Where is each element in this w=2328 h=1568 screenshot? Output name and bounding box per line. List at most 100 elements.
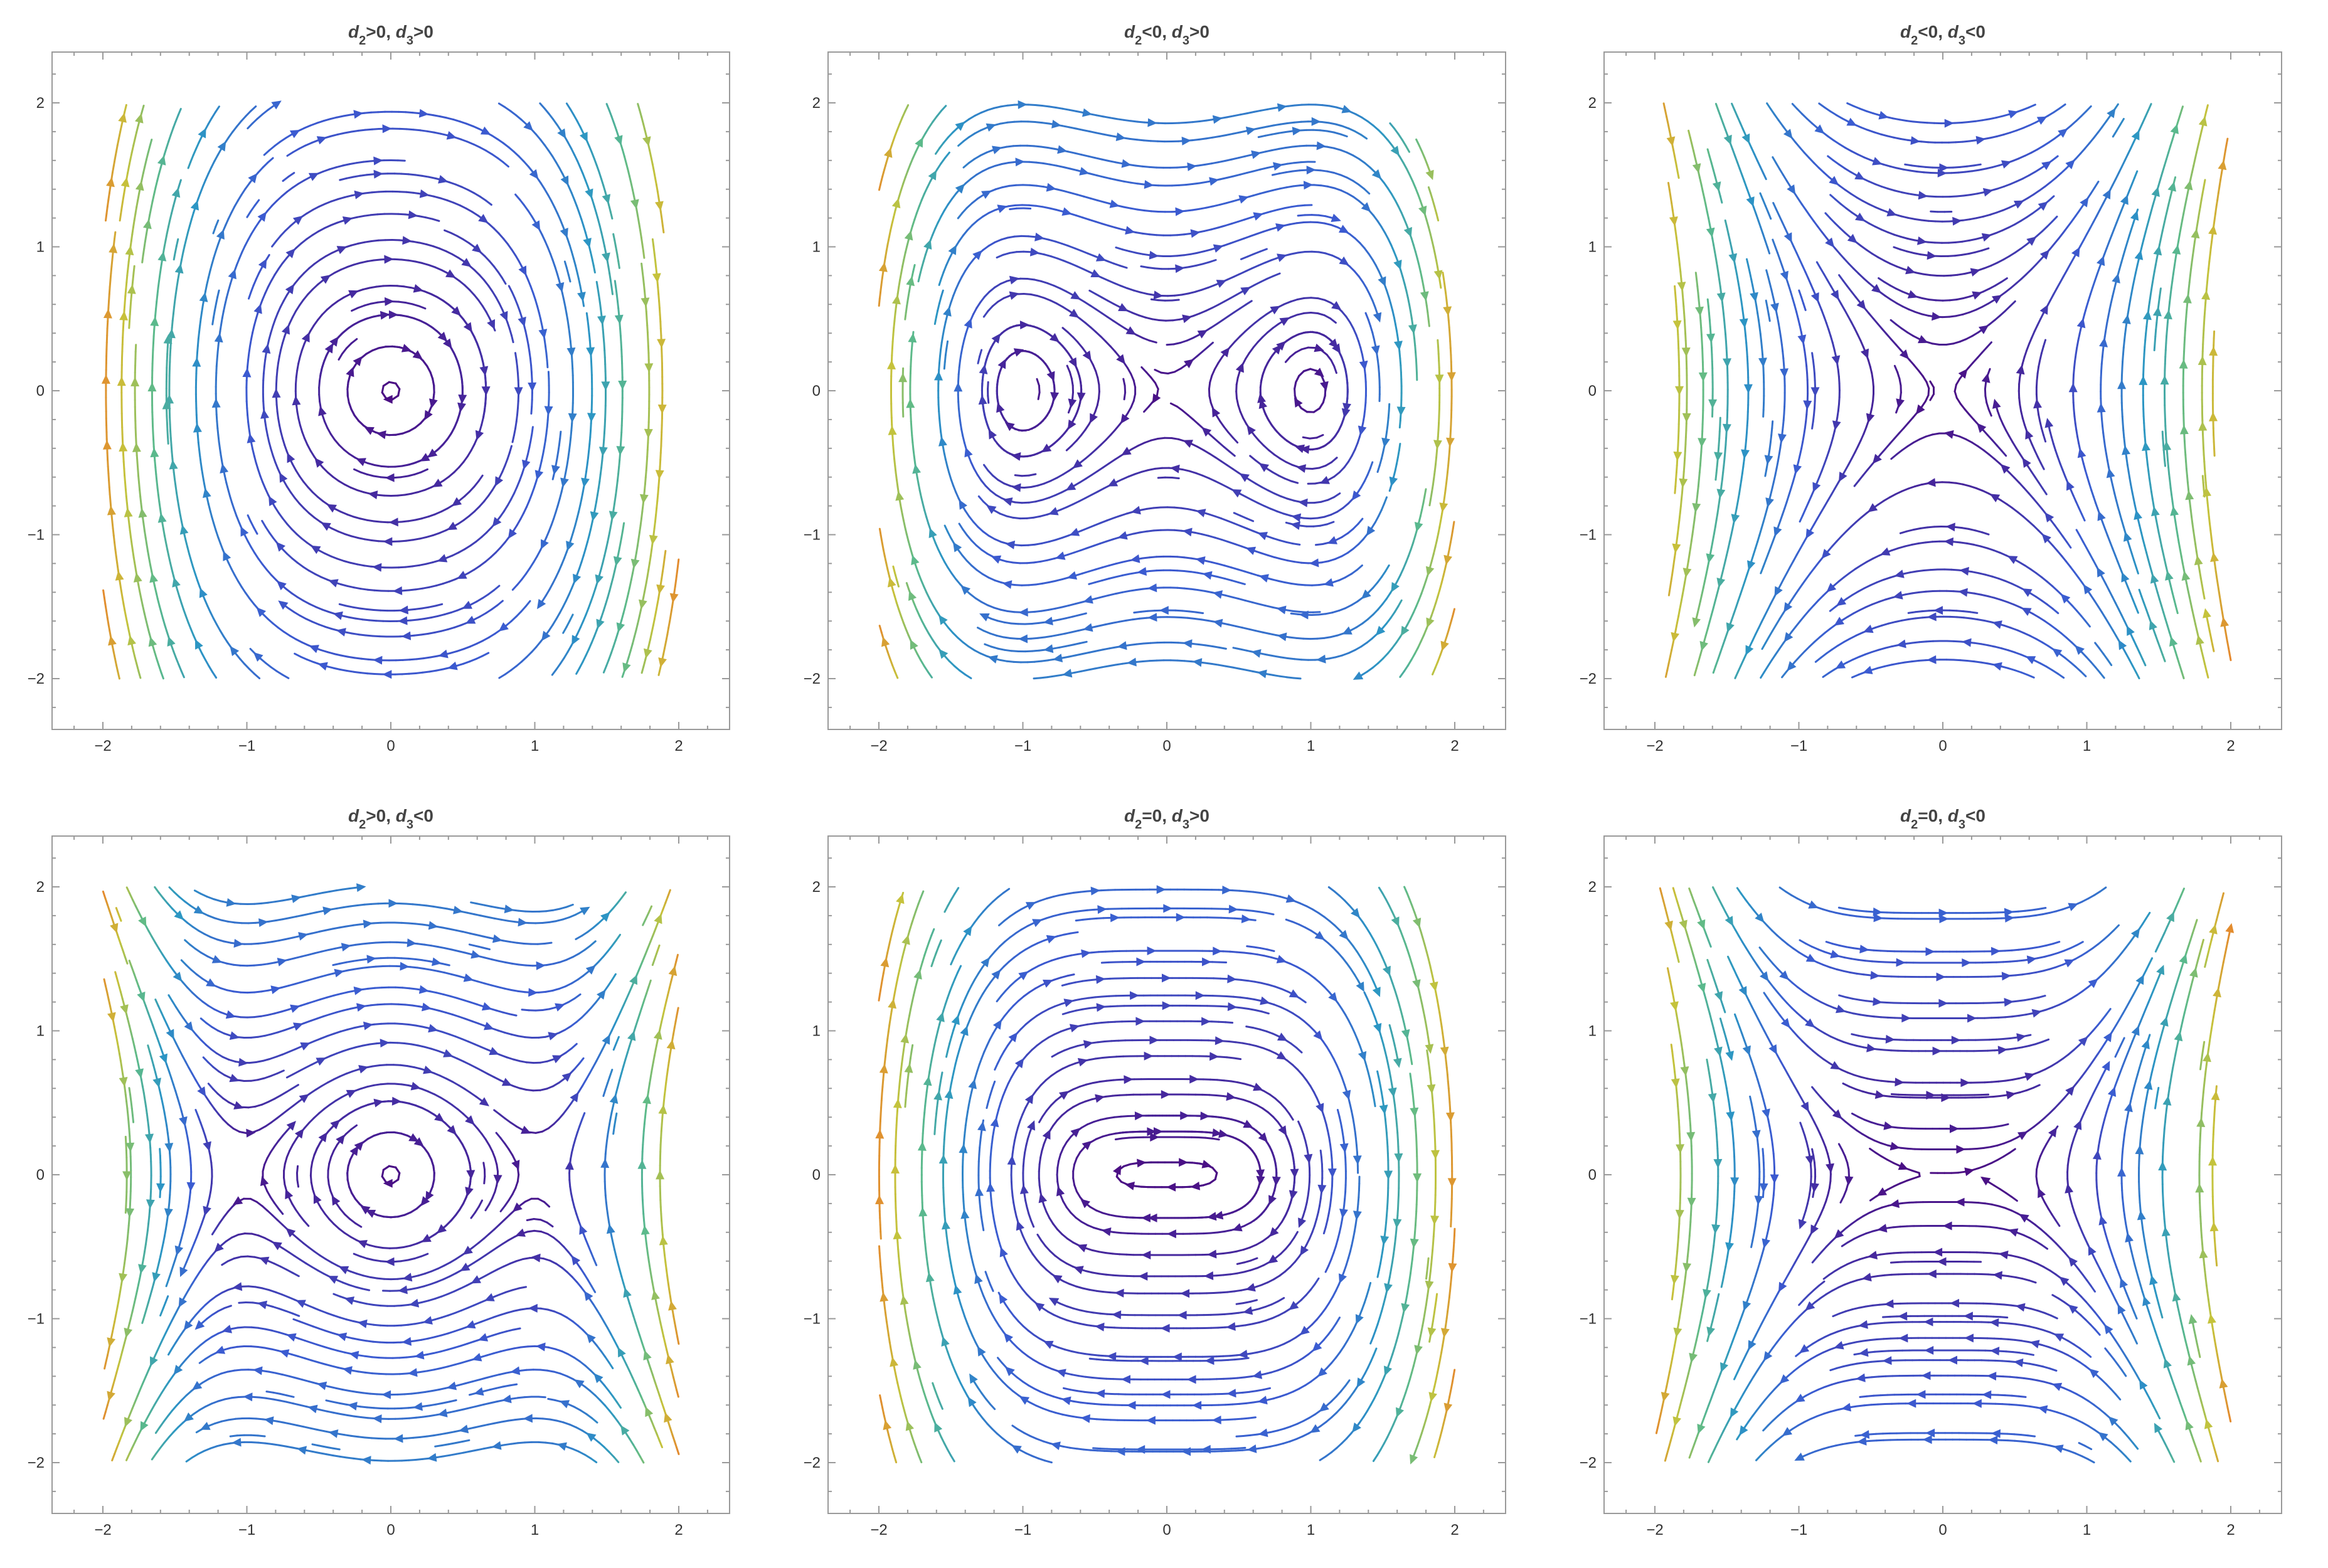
streamline-segment	[1371, 299, 1376, 308]
streamline-segment	[985, 352, 990, 361]
streamline-segment	[247, 352, 250, 361]
streamline-segment	[435, 295, 444, 302]
streamline-segment	[545, 352, 548, 362]
streamline-segment	[427, 513, 437, 518]
streamline-segment	[589, 429, 592, 438]
streamline-segment	[1006, 451, 1015, 457]
streamline-segment	[142, 516, 145, 526]
streamline-segment	[990, 617, 999, 622]
streamline-segment	[471, 211, 479, 217]
streamline-segment	[1284, 477, 1292, 482]
streamline-arrowhead	[385, 473, 395, 482]
streamline-segment	[603, 432, 605, 442]
streamline-segment	[1273, 556, 1282, 560]
streamline-segment	[625, 162, 629, 171]
streamline-segment	[1218, 202, 1228, 206]
streamline-segment	[1221, 539, 1230, 543]
streamline-segment	[1211, 645, 1221, 649]
streamline-segment	[515, 660, 523, 667]
streamline-segment	[1087, 524, 1095, 529]
streamline-segment	[156, 598, 161, 607]
streamline-segment	[349, 486, 358, 491]
streamline-segment	[1191, 208, 1201, 211]
streamline-segment	[1078, 640, 1088, 645]
streamline-segment	[529, 285, 534, 294]
streamline-segment	[1341, 652, 1350, 657]
streamline-segment	[1211, 663, 1220, 666]
streamline-segment	[497, 271, 503, 279]
streamline-segment	[1347, 649, 1356, 654]
streamline-segment	[1095, 132, 1104, 135]
streamline-segment	[1171, 184, 1180, 187]
streamline-segment	[649, 149, 652, 159]
streamline-segment	[898, 499, 902, 508]
streamline-segment	[353, 516, 361, 520]
streamline-segment	[1371, 258, 1377, 267]
streamline-segment	[995, 494, 1003, 499]
streamline-segment	[415, 671, 424, 674]
streamline-arrowhead	[602, 252, 610, 263]
streamline-segment	[166, 346, 169, 355]
streamline-segment	[247, 514, 252, 523]
streamline-segment	[257, 166, 264, 174]
streamline-segment	[579, 166, 584, 175]
streamline-segment	[524, 567, 531, 575]
streamline-segment	[510, 492, 516, 501]
streamline-segment	[1127, 367, 1132, 375]
streamline-segment	[143, 611, 147, 620]
streamline-segment	[539, 460, 543, 469]
streamline-segment	[1065, 290, 1074, 296]
streamline-segment	[987, 469, 994, 477]
streamline-segment	[246, 407, 249, 416]
streamline-segment	[315, 606, 324, 611]
streamline-segment	[571, 251, 575, 260]
streamline-segment	[1297, 214, 1306, 217]
streamline-segment	[573, 114, 578, 122]
streamline-arrowhead	[253, 652, 263, 662]
streamline-segment	[1241, 627, 1250, 630]
streamline-segment	[1093, 522, 1102, 527]
streamline-segment	[591, 199, 595, 208]
streamline-segment	[899, 272, 903, 281]
streamline-segment	[655, 604, 658, 613]
streamline-segment	[295, 376, 297, 386]
streamline-segment	[1176, 405, 1184, 412]
streamline-segment	[215, 358, 218, 368]
streamline-segment	[548, 113, 555, 120]
streamline-segment	[343, 560, 352, 564]
streamline-segment	[414, 517, 423, 521]
streamline-segment	[940, 271, 945, 280]
streamline-segment	[487, 489, 494, 497]
streamline-segment	[178, 506, 181, 515]
streamline-segment	[496, 157, 504, 164]
streamline-segment	[287, 172, 295, 178]
streamline-segment	[1363, 247, 1370, 255]
streamline-segment	[1033, 145, 1042, 148]
streamline-segment	[317, 495, 324, 502]
streamline-segment	[1037, 391, 1041, 400]
streamline-segment	[1422, 495, 1426, 504]
streamline-segment	[908, 284, 912, 294]
streamline-segment	[1094, 596, 1103, 600]
streamline-segment	[1347, 527, 1354, 534]
streamline-segment	[1028, 351, 1036, 356]
streamline-segment	[900, 615, 905, 623]
streamline-segment	[580, 218, 585, 227]
streamline-segment	[338, 480, 346, 485]
streamline-segment	[1253, 434, 1260, 442]
streamline-segment	[489, 551, 497, 558]
streamline-segment	[923, 585, 928, 594]
streamline-segment	[1245, 495, 1253, 501]
streamline-segment	[169, 212, 173, 221]
streamline-segment	[1445, 292, 1448, 301]
streamline-segment	[341, 615, 350, 618]
streamline-segment	[947, 566, 953, 575]
streamline-segment	[612, 569, 616, 578]
streamline-segment	[506, 321, 511, 330]
streamline-segment	[198, 135, 203, 144]
streamline-segment	[432, 245, 441, 250]
streamline-segment	[437, 613, 446, 617]
streamline-segment	[1041, 608, 1050, 612]
streamline-segment	[142, 165, 146, 174]
streamline-segment	[1410, 237, 1415, 246]
